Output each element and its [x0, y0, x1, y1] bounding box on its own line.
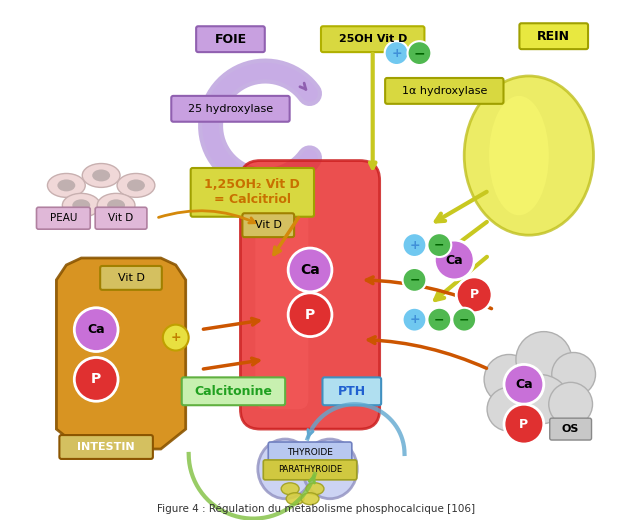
Ellipse shape [63, 193, 100, 217]
Text: OS: OS [562, 424, 579, 434]
FancyBboxPatch shape [37, 207, 91, 229]
FancyBboxPatch shape [255, 180, 308, 409]
FancyBboxPatch shape [549, 418, 591, 440]
Text: −: − [434, 239, 444, 252]
FancyBboxPatch shape [242, 213, 294, 237]
Circle shape [74, 357, 118, 401]
Circle shape [456, 277, 492, 313]
Text: −: − [413, 46, 425, 60]
Text: P: P [519, 418, 529, 431]
Circle shape [403, 308, 427, 332]
Text: REIN: REIN [537, 30, 570, 43]
FancyBboxPatch shape [322, 377, 381, 405]
Text: +: + [409, 313, 420, 326]
Circle shape [504, 404, 544, 444]
Ellipse shape [92, 169, 110, 181]
Ellipse shape [127, 179, 145, 191]
Text: PTH: PTH [338, 385, 366, 398]
Ellipse shape [464, 76, 594, 235]
Text: PARATHYROIDE: PARATHYROIDE [278, 465, 342, 475]
FancyBboxPatch shape [520, 23, 588, 49]
Ellipse shape [47, 173, 85, 197]
Ellipse shape [286, 493, 304, 505]
Ellipse shape [549, 382, 592, 426]
Text: FOIE: FOIE [215, 33, 246, 46]
Ellipse shape [484, 354, 534, 404]
Text: PEAU: PEAU [49, 213, 77, 223]
FancyBboxPatch shape [60, 435, 153, 459]
Circle shape [163, 325, 189, 351]
Ellipse shape [487, 387, 531, 431]
Ellipse shape [306, 483, 324, 495]
Text: P: P [470, 288, 479, 301]
FancyBboxPatch shape [263, 460, 357, 480]
Ellipse shape [117, 173, 155, 197]
Circle shape [403, 268, 427, 292]
Ellipse shape [516, 332, 572, 387]
Circle shape [427, 308, 451, 332]
Text: INTESTIN: INTESTIN [77, 442, 135, 452]
FancyBboxPatch shape [241, 160, 380, 429]
Text: +: + [170, 331, 181, 344]
Text: +: + [409, 239, 420, 252]
Text: Ca: Ca [446, 254, 463, 267]
Ellipse shape [303, 439, 357, 499]
Ellipse shape [552, 353, 596, 396]
Circle shape [288, 248, 332, 292]
FancyBboxPatch shape [182, 377, 285, 405]
Text: Ca: Ca [515, 378, 533, 391]
Text: 1α hydroxylase: 1α hydroxylase [401, 86, 487, 96]
Circle shape [385, 41, 408, 65]
Circle shape [74, 308, 118, 352]
Text: Figure 4 : Régulation du métabolisme phosphocalcique [106]: Figure 4 : Régulation du métabolisme pho… [157, 503, 475, 514]
Circle shape [504, 365, 544, 404]
Ellipse shape [281, 483, 299, 495]
Ellipse shape [509, 375, 568, 424]
FancyBboxPatch shape [100, 266, 162, 290]
Ellipse shape [258, 439, 313, 499]
Text: THYROIDE: THYROIDE [287, 449, 333, 457]
Ellipse shape [97, 193, 135, 217]
FancyBboxPatch shape [385, 78, 503, 104]
Ellipse shape [107, 200, 125, 211]
Circle shape [288, 293, 332, 337]
Text: −: − [409, 274, 420, 287]
Text: Calcitonine: Calcitonine [194, 385, 272, 398]
Ellipse shape [58, 179, 75, 191]
Text: 25 hydroxylase: 25 hydroxylase [188, 104, 273, 114]
Text: +: + [391, 46, 402, 59]
Text: Vit D: Vit D [118, 273, 144, 283]
Text: Ca: Ca [87, 323, 105, 336]
Text: P: P [91, 373, 101, 387]
Text: P: P [305, 308, 315, 321]
Circle shape [403, 233, 427, 257]
Ellipse shape [72, 200, 91, 211]
FancyBboxPatch shape [95, 207, 147, 229]
Circle shape [452, 308, 476, 332]
Ellipse shape [301, 493, 319, 505]
FancyBboxPatch shape [321, 26, 424, 52]
FancyBboxPatch shape [191, 168, 314, 217]
Text: 25OH Vit D: 25OH Vit D [339, 34, 407, 44]
FancyBboxPatch shape [196, 26, 265, 52]
Text: 1,25OH₂ Vit D
= Calcitriol: 1,25OH₂ Vit D = Calcitriol [204, 178, 300, 206]
Circle shape [408, 41, 431, 65]
PathPatch shape [56, 258, 185, 449]
Text: Vit D: Vit D [255, 220, 282, 230]
Ellipse shape [489, 96, 549, 215]
Text: Vit D: Vit D [108, 213, 134, 223]
Text: −: − [459, 313, 470, 326]
Circle shape [434, 240, 474, 280]
FancyBboxPatch shape [268, 442, 352, 464]
Text: Ca: Ca [300, 263, 320, 277]
Circle shape [427, 233, 451, 257]
Text: −: − [434, 313, 444, 326]
FancyBboxPatch shape [172, 96, 290, 122]
Ellipse shape [82, 164, 120, 188]
